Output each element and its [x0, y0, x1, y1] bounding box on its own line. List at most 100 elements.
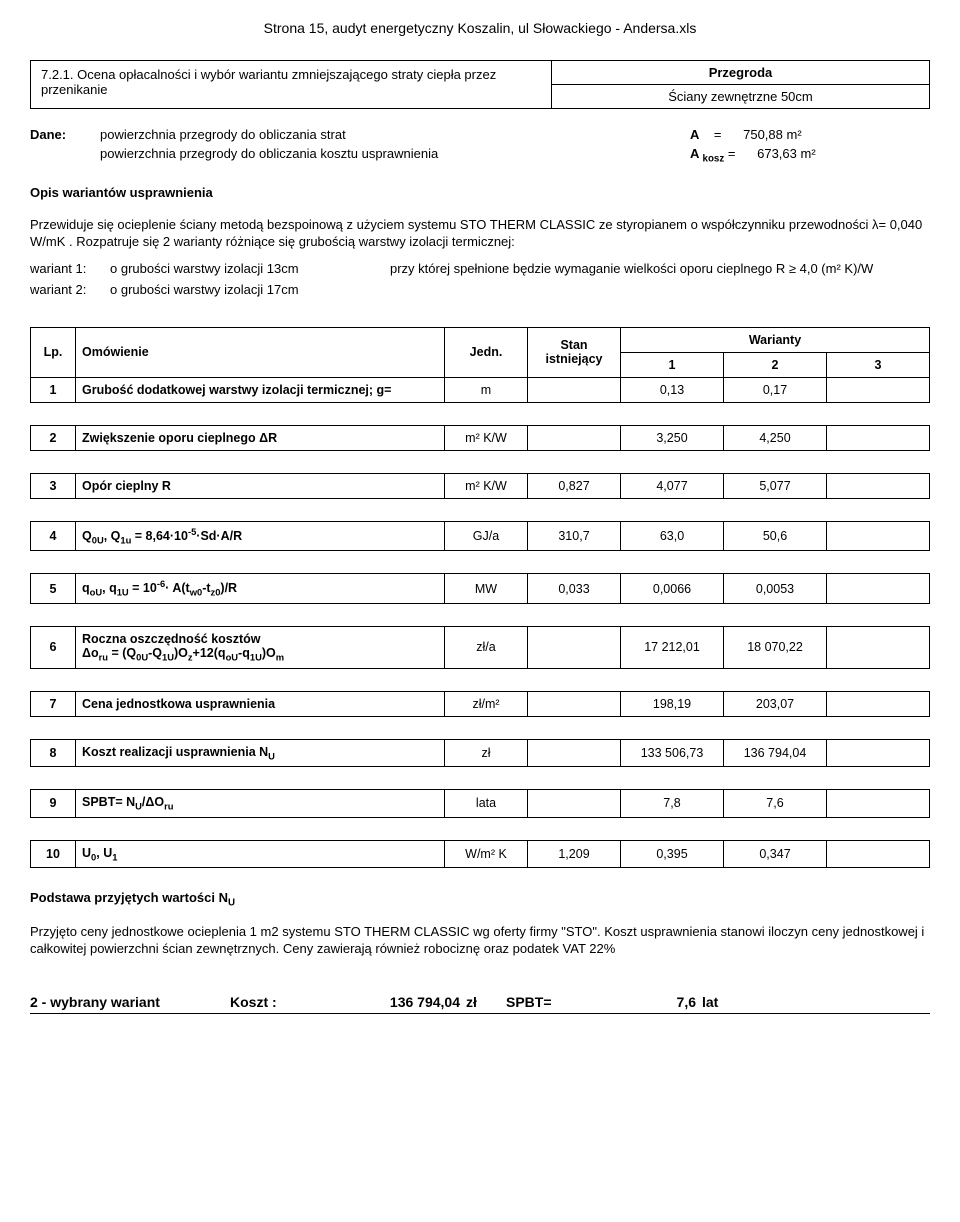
th-omowienie: Omówienie	[76, 327, 445, 377]
table-row: 7Cena jednostkowa usprawnieniazł/m²198,1…	[31, 691, 930, 716]
spacer-row	[31, 604, 930, 627]
dane-row-1: Dane: powierzchnia przegrody do obliczan…	[30, 127, 930, 142]
table-row: 10U0, U1W/m² K1,2090,3950,347	[31, 840, 930, 868]
th-warianty: Warianty	[621, 327, 930, 352]
opis-para: Przewiduje się ocieplenie ściany metodą …	[30, 216, 930, 251]
cell-lp: 6	[31, 627, 76, 669]
result-koszt-label: Koszt :	[230, 994, 310, 1010]
cell-w3	[827, 521, 930, 551]
spacer-row	[31, 817, 930, 840]
spacer-row	[31, 767, 930, 790]
cell-stan	[528, 377, 621, 402]
cell-w2: 0,17	[724, 377, 827, 402]
cell-jedn: MW	[445, 574, 528, 604]
table-row: 4Q0U, Q1u = 8,64·10-5·Sd·A/RGJ/a310,763,…	[31, 521, 930, 551]
th-w3: 3	[827, 352, 930, 377]
spacer-row	[31, 551, 930, 574]
dane-val-1: 750,88	[743, 127, 783, 142]
cell-stan: 310,7	[528, 521, 621, 551]
spacer-row	[31, 716, 930, 739]
cell-stan: 0,827	[528, 473, 621, 498]
cell-lp: 5	[31, 574, 76, 604]
wariant-1-desc: o grubości warstwy izolacji 13cm	[110, 261, 390, 276]
spacer-row	[31, 402, 930, 425]
cell-jedn: m	[445, 377, 528, 402]
dane-desc-2: powierzchnia przegrody do obliczania kos…	[100, 146, 690, 165]
cell-stan	[528, 790, 621, 818]
result-spbt-unit: lat	[702, 994, 742, 1010]
cell-w3	[827, 739, 930, 767]
spacer-row	[31, 668, 930, 691]
result-koszt-unit: zł	[466, 994, 506, 1010]
dane-sub-2: kosz	[703, 154, 725, 165]
dane-desc-1: powierzchnia przegrody do obliczania str…	[100, 127, 690, 142]
cell-w2: 136 794,04	[724, 739, 827, 767]
cell-w2: 18 070,22	[724, 627, 827, 669]
result-spbt-label: SPBT=	[506, 994, 606, 1010]
cell-jedn: lata	[445, 790, 528, 818]
cell-stan: 0,033	[528, 574, 621, 604]
cell-w2: 0,347	[724, 840, 827, 868]
wariant-1-note: przy której spełnione będzie wymaganie w…	[390, 261, 930, 276]
table-row: 8Koszt realizacji usprawnienia NUzł133 5…	[31, 739, 930, 767]
cell-w1: 4,077	[621, 473, 724, 498]
cell-w2: 5,077	[724, 473, 827, 498]
footer-title: Podstawa przyjętych wartości NU	[30, 890, 930, 909]
cell-w2: 4,250	[724, 425, 827, 450]
cell-w3	[827, 425, 930, 450]
cell-jedn: zł/m²	[445, 691, 528, 716]
wariant-1-label: wariant 1:	[30, 261, 110, 276]
cell-stan: 1,209	[528, 840, 621, 868]
cell-w3	[827, 840, 930, 868]
cell-w2: 50,6	[724, 521, 827, 551]
cell-w1: 133 506,73	[621, 739, 724, 767]
cell-jedn: m² K/W	[445, 473, 528, 498]
dane-eq-2: A kosz = 673,63 m²	[690, 146, 930, 165]
cell-jedn: W/m² K	[445, 840, 528, 868]
wariant-2-row: wariant 2: o grubości warstwy izolacji 1…	[30, 282, 930, 297]
cell-w3	[827, 473, 930, 498]
dane-eqs-2: =	[728, 146, 736, 161]
footer-block: Podstawa przyjętych wartości NU Przyjęto…	[30, 890, 930, 958]
cell-omowienie: Q0U, Q1u = 8,64·10-5·Sd·A/R	[76, 521, 445, 551]
main-table: Lp. Omówienie Jedn. Stan istniejący Wari…	[30, 327, 930, 868]
th-lp: Lp.	[31, 327, 76, 377]
section-header: 7.2.1. Ocena opłacalności i wybór warian…	[30, 60, 930, 109]
cell-w3	[827, 574, 930, 604]
cell-jedn: zł	[445, 739, 528, 767]
cell-lp: 2	[31, 425, 76, 450]
spacer-row	[31, 450, 930, 473]
cell-w3	[827, 377, 930, 402]
cell-w2: 0,0053	[724, 574, 827, 604]
cell-lp: 10	[31, 840, 76, 868]
section-right: Przegroda Ściany zewnętrzne 50cm	[552, 60, 930, 109]
dane-sym-1: A	[690, 127, 699, 142]
table-row: 3Opór cieplny Rm² K/W0,8274,0775,077	[31, 473, 930, 498]
th-w2: 2	[724, 352, 827, 377]
wariant-1-row: wariant 1: o grubości warstwy izolacji 1…	[30, 261, 930, 276]
table-row: 6Roczna oszczędność kosztówΔoru = (Q0U-Q…	[31, 627, 930, 669]
cell-lp: 9	[31, 790, 76, 818]
cell-w1: 17 212,01	[621, 627, 724, 669]
opis-title: Opis wariantów usprawnienia	[30, 185, 930, 200]
cell-jedn: m² K/W	[445, 425, 528, 450]
cell-stan	[528, 739, 621, 767]
przegroda-value: Ściany zewnętrzne 50cm	[552, 85, 929, 108]
page-header: Strona 15, audyt energetyczny Koszalin, …	[30, 20, 930, 36]
cell-omowienie: U0, U1	[76, 840, 445, 868]
cell-w1: 7,8	[621, 790, 724, 818]
cell-w2: 203,07	[724, 691, 827, 716]
result-wariant: 2 - wybrany wariant	[30, 994, 230, 1010]
cell-w3	[827, 691, 930, 716]
cell-omowienie: Cena jednostkowa usprawnienia	[76, 691, 445, 716]
spacer-row	[31, 498, 930, 521]
table-body: 1Grubość dodatkowej warstwy izolacji ter…	[31, 377, 930, 867]
cell-w1: 3,250	[621, 425, 724, 450]
cell-omowienie: qoU, q1U = 10-6· A(tw0-tz0)/R	[76, 574, 445, 604]
result-koszt-value: 136 794,04	[310, 994, 466, 1010]
table-row: 5qoU, q1U = 10-6· A(tw0-tz0)/RMW0,033 0,0…	[31, 574, 930, 604]
table-row: 1Grubość dodatkowej warstwy izolacji ter…	[31, 377, 930, 402]
cell-omowienie: Zwiększenie oporu cieplnego ΔR	[76, 425, 445, 450]
wariant-2-label: wariant 2:	[30, 282, 110, 297]
dane-sym-2: A	[690, 146, 699, 161]
